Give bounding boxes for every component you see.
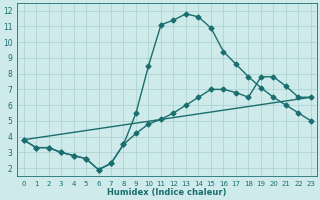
X-axis label: Humidex (Indice chaleur): Humidex (Indice chaleur) xyxy=(108,188,227,197)
